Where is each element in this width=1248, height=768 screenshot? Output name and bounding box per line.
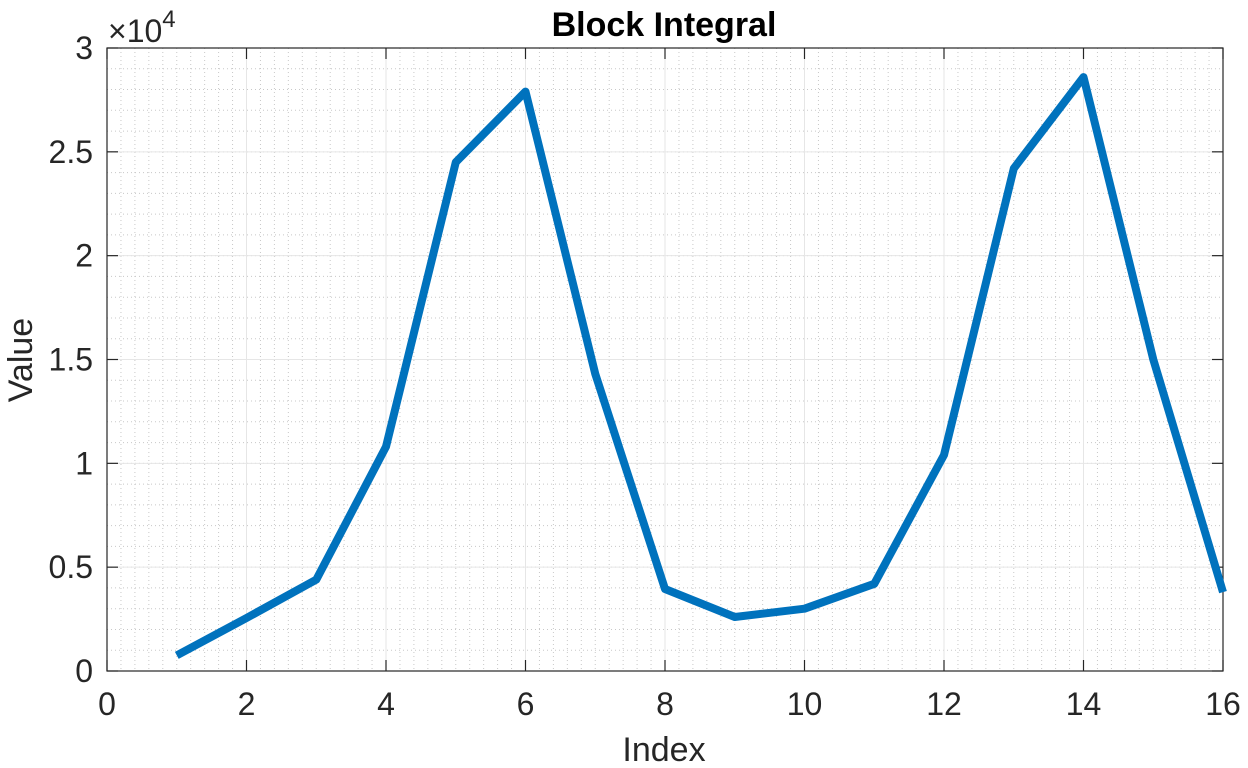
tick-marks [106, 47, 1224, 672]
major-grid [107, 48, 1223, 671]
y-tick-label: 0.5 [49, 549, 93, 585]
x-tick-label: 6 [517, 686, 535, 722]
exponent-power: 4 [162, 6, 175, 33]
y-tick-label: 1.5 [49, 342, 93, 378]
y-tick-label: 3 [75, 30, 93, 66]
x-tick-label: 4 [377, 686, 395, 722]
series-line [174, 73, 1227, 659]
x-axis-label: Index [622, 731, 705, 768]
y-tick-label: 0 [75, 653, 93, 689]
chart-title: Block Integral [552, 6, 777, 44]
exponent-base: ×10 [108, 13, 162, 49]
x-tick-label: 8 [656, 686, 674, 722]
y-tick-label: 2.5 [49, 134, 93, 170]
x-tick-labels: 0 2 4 6 8 10 12 14 16 [98, 686, 1241, 722]
x-tick-label: 16 [1205, 686, 1241, 722]
x-tick-label: 2 [238, 686, 256, 722]
x-tick-label: 0 [98, 686, 116, 722]
y-tick-labels: 0 0.5 1 1.5 2 2.5 3 [49, 30, 93, 689]
x-tick-label: 10 [787, 686, 823, 722]
y-tick-label: 1 [75, 445, 93, 481]
y-axis-exponent: ×104 [108, 6, 176, 49]
x-tick-label: 14 [1066, 686, 1102, 722]
y-axis-label: Value [2, 318, 40, 402]
x-tick-label: 12 [926, 686, 962, 722]
y-tick-label: 2 [75, 238, 93, 274]
